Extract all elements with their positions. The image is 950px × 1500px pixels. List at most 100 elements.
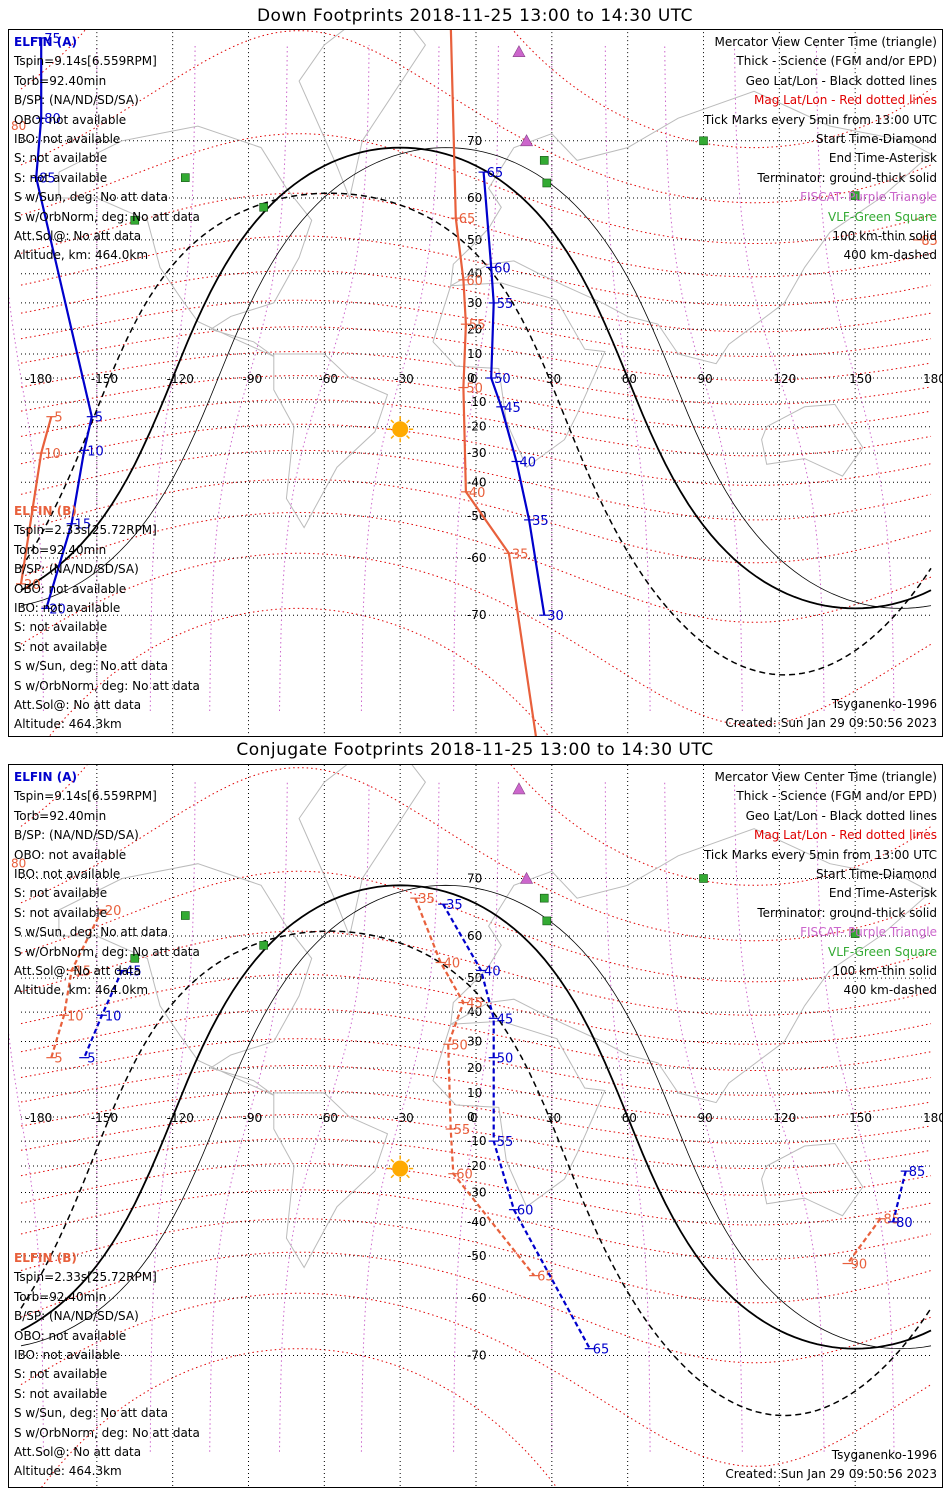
mag-latitude-line bbox=[20, 930, 932, 1016]
mag-latitude-line bbox=[20, 1008, 932, 1071]
mag-latitude-line bbox=[20, 423, 932, 486]
mag-latitude-line bbox=[20, 1163, 932, 1226]
sun-ray bbox=[406, 1174, 410, 1179]
elfin-a-track-time-label: 10 bbox=[105, 1009, 122, 1024]
elfin-b-name: ELFIN (B) bbox=[14, 1251, 77, 1265]
elfin-a-line: Att.Sol@: No att data bbox=[14, 228, 142, 243]
terminator-400km-line bbox=[20, 192, 932, 676]
lon-tick-label: 90 bbox=[698, 1111, 713, 1125]
elfin-b-line: IBO: not available bbox=[14, 1347, 121, 1362]
elfin-b-line: B/SP: (NA/ND/SD/SA) bbox=[14, 1309, 139, 1324]
sun-ray bbox=[406, 1158, 410, 1163]
elfin-a-track-time-label: 85 bbox=[909, 1165, 926, 1180]
elfin-a-track-time-label: 5 bbox=[95, 411, 103, 426]
elfin-b-line: S w/Sun, deg: No att data bbox=[14, 1406, 168, 1421]
lat-tick-label: -40 bbox=[467, 1215, 487, 1229]
elfin-a-track-time-label: 40 bbox=[519, 455, 536, 470]
lat-tick-label: 50 bbox=[467, 233, 482, 247]
elfin-b-track-time-label: 60 bbox=[456, 1168, 473, 1183]
lon-tick-label: 0 bbox=[470, 372, 478, 386]
elfin-b-line: S: not available bbox=[14, 620, 108, 635]
mag-latitude-line bbox=[20, 1114, 932, 1169]
sun-icon bbox=[392, 1160, 409, 1177]
legend-line: Thick - Science (FGM and/or EPD) bbox=[736, 789, 937, 804]
legend-line: Mercator View Center Time (triangle) bbox=[714, 770, 937, 784]
coastline bbox=[450, 90, 932, 365]
vlf-square-icon bbox=[542, 178, 552, 188]
lat-tick-label: 70 bbox=[467, 134, 482, 148]
vlf-square-icon bbox=[539, 893, 549, 903]
elfin-a-track-time-label: 45 bbox=[497, 1012, 514, 1027]
lat-tick-label: 0 bbox=[467, 1110, 475, 1124]
elfin-a-track-time-label: 45 bbox=[125, 964, 142, 979]
elfin-b-track-time-label: 50 bbox=[466, 382, 483, 397]
elfin-a-track-time-label: 80 bbox=[44, 112, 61, 127]
coastline bbox=[761, 1142, 864, 1217]
fiscat-triangle-icon bbox=[520, 871, 534, 884]
elfin-b-line: IBO: not available bbox=[14, 600, 121, 615]
elfin-b-line: Torb=92.40min bbox=[14, 1289, 107, 1304]
elfin-a-track-time-label: 20 bbox=[49, 602, 66, 617]
legend-line: Mag Lat/Lon - Red dotted lines bbox=[753, 93, 937, 108]
elfin-b-line: Tspin=2.33s[25.72RPM] bbox=[14, 523, 157, 538]
legend-line: VLF-Green Square bbox=[828, 944, 937, 959]
elfin-b-line: Altitude: 464.3km bbox=[14, 717, 122, 732]
terminator-100km-line bbox=[20, 147, 932, 609]
coastline bbox=[432, 1020, 606, 1208]
lon-tick-label: 90 bbox=[698, 372, 713, 386]
elfin-a-line: B/SP: (NA/ND/SD/SA) bbox=[14, 93, 139, 108]
elfin-b-line: S w/Sun, deg: No att data bbox=[14, 659, 168, 674]
elfin-a-track-time-label: 65 bbox=[593, 1343, 610, 1358]
mag-latitude-line bbox=[20, 512, 932, 623]
lon-tick-label: -60 bbox=[318, 1111, 338, 1125]
elfin-a-track-time-label: 55 bbox=[497, 1135, 514, 1150]
elfin-a-track-time-label: 65 bbox=[487, 166, 504, 181]
elfin-a-line: S: not available bbox=[14, 905, 108, 920]
conj-elfin-a-info: ELFIN (A) Tspin=9.14s[6.559RPM] Torb=92.… bbox=[14, 768, 200, 1001]
mag-latitude-line bbox=[20, 552, 932, 726]
down-elfin-a-info: ELFIN (A) Tspin=9.14s[6.559RPM] Torb=92.… bbox=[14, 33, 200, 266]
elfin-a-track-time-label: 30 bbox=[547, 609, 564, 624]
vlf-square-icon bbox=[699, 136, 708, 146]
lat-tick-label: -10 bbox=[467, 395, 487, 409]
lon-tick-label: 180 bbox=[923, 1111, 942, 1125]
lon-tick-label: 30 bbox=[546, 372, 561, 386]
elfin-b-track-time-label: 45 bbox=[466, 997, 483, 1012]
elfin-b-track-time-label: 65 bbox=[459, 212, 476, 227]
lon-tick-label: -180 bbox=[25, 1111, 52, 1125]
elfin-a-line: S w/Sun, deg: No att data bbox=[14, 925, 168, 940]
sun-ray bbox=[406, 419, 410, 424]
elfin-a-track-time-label: 50 bbox=[494, 372, 511, 387]
elfin-b-track-time-label: 5 bbox=[54, 411, 62, 426]
elfin-a-track-time-label: 75 bbox=[44, 32, 61, 47]
conj-elfin-b-info: ELFIN (B) Tspin=2.33s[25.72RPM] Torb=92.… bbox=[14, 1249, 200, 1482]
lat-tick-label: 60 bbox=[467, 929, 482, 943]
vlf-square-icon bbox=[542, 916, 552, 926]
lon-tick-label: -30 bbox=[394, 1111, 414, 1125]
elfin-a-line: OBO: not available bbox=[14, 847, 127, 862]
down-map-canvas: -180-150-120-90-60-300306090120150180706… bbox=[9, 30, 942, 736]
elfin-a-line: S: not available bbox=[14, 170, 108, 185]
elfin-b-line: Att.Sol@: No att data bbox=[14, 1444, 142, 1459]
legend-line: Geo Lat/Lon - Black dotted lines bbox=[745, 73, 937, 88]
elfin-b-track-time-label: 10 bbox=[67, 1009, 84, 1024]
elfin-a-track-time-label: 85 bbox=[39, 172, 56, 187]
coastline bbox=[298, 30, 427, 199]
legend-line: Geo Lat/Lon - Black dotted lines bbox=[745, 808, 937, 823]
mag-longitude-line bbox=[279, 782, 370, 1452]
mag-latitude-line bbox=[20, 1090, 932, 1144]
elfin-b-line: OBO: not available bbox=[14, 581, 127, 596]
mag-longitude-line bbox=[279, 44, 370, 712]
legend-line: End Time-Asterisk bbox=[828, 886, 937, 901]
elfin-b-track-time-label: 35 bbox=[512, 547, 529, 562]
elfin-b-line: Altitude: 464.3km bbox=[14, 1464, 122, 1479]
lat-tick-label: 0 bbox=[467, 371, 475, 385]
mag-lat-label: 80 bbox=[11, 119, 26, 133]
legend-line: Terminator: ground-thick solid bbox=[757, 905, 937, 920]
terminator-100km-line bbox=[20, 884, 932, 1350]
elfin-b-line: S w/OrbNorm, deg: No att data bbox=[14, 1425, 200, 1440]
mag-latitude-line bbox=[20, 30, 932, 204]
elfin-b-track-time-label: 35 bbox=[418, 892, 435, 907]
elfin-b-track-time-label: 10 bbox=[44, 447, 61, 462]
lat-tick-label: -30 bbox=[467, 1185, 487, 1199]
